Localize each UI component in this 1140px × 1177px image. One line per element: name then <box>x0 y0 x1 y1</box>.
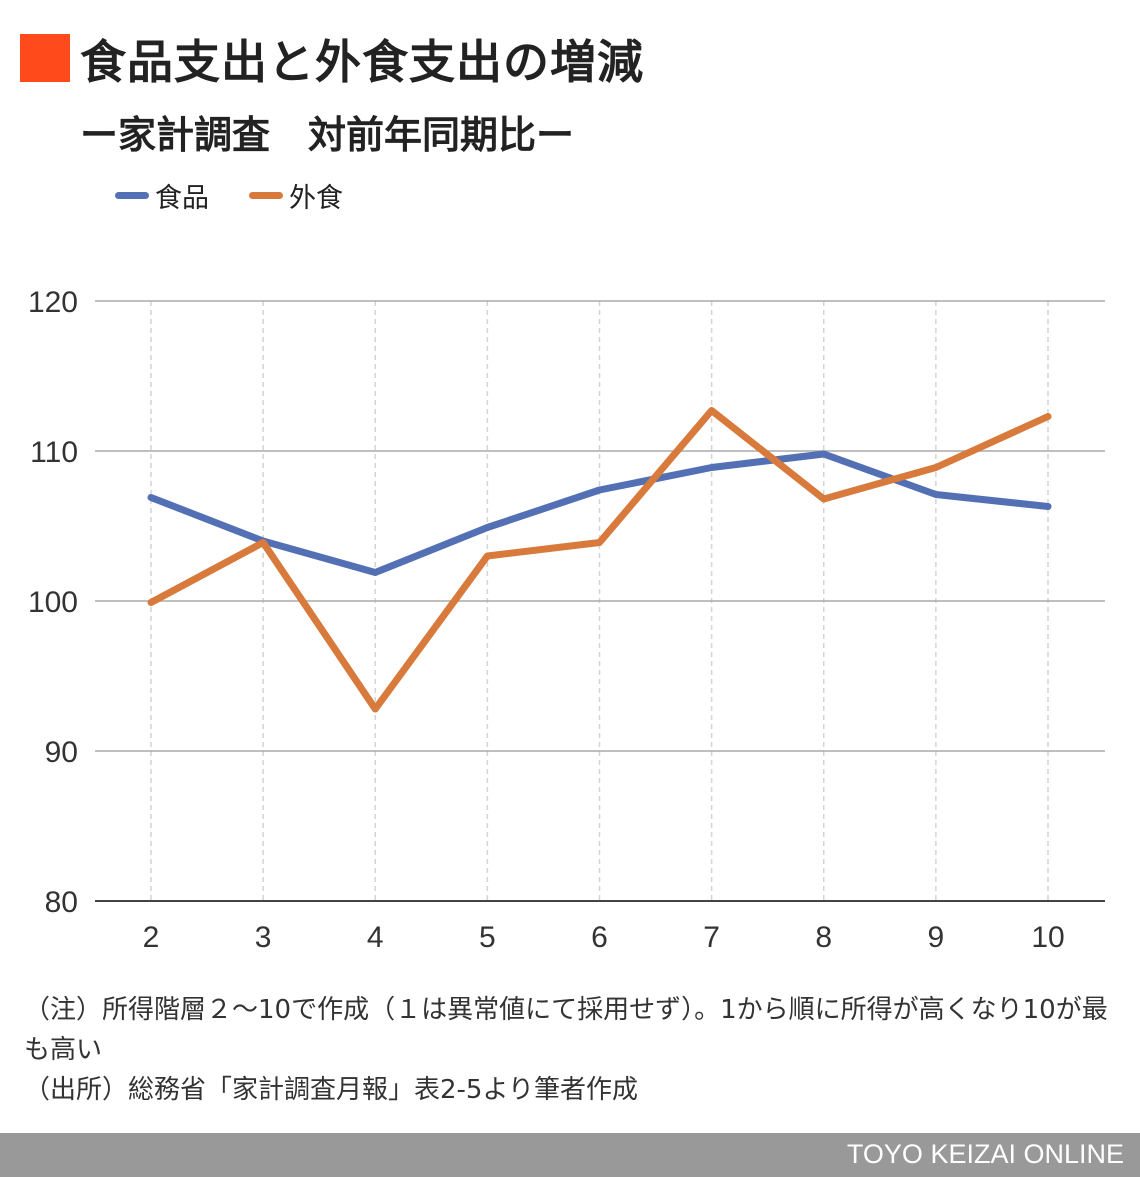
legend-label-food: 食品 <box>155 183 209 214</box>
notes: （注）所得階層２〜10で作成（１は異常値にて採用せず）。1から順に所得が高くなり… <box>24 990 1124 1110</box>
note-text: （注）所得階層２〜10で作成（１は異常値にて採用せず）。1から順に所得が高くなり… <box>24 995 1108 1065</box>
title-accent-square <box>20 34 70 82</box>
x-tick-label: 4 <box>367 921 384 954</box>
x-tick-label: 10 <box>1031 921 1064 954</box>
x-tick-label: 2 <box>143 921 160 954</box>
footer-bar: TOYO KEIZAI ONLINE <box>0 1133 1140 1177</box>
source-text: （出所）総務省「家計調査月報」表2-5より筆者作成 <box>24 1075 638 1105</box>
x-tick-label: 8 <box>815 921 832 954</box>
y-tick-label: 100 <box>28 586 78 619</box>
legend-swatch-food <box>115 192 149 199</box>
x-tick-label: 3 <box>255 921 272 954</box>
x-tick-label: 5 <box>479 921 496 954</box>
legend-item-food: 食品 <box>115 176 209 215</box>
legend-label-dining: 外食 <box>289 183 343 214</box>
x-tick-label: 6 <box>591 921 608 954</box>
y-tick-label: 90 <box>45 736 78 769</box>
y-tick-label: 120 <box>28 286 78 319</box>
x-tick-label: 7 <box>703 921 720 954</box>
chart-subtitle: ー家計調査 対前年同期比ー <box>80 113 575 157</box>
line-chart: 2 3 4 5 6 7 8 9 10 80 90 100 110 120 <box>28 286 1105 954</box>
chart-title: 食品支出と外食支出の増減 <box>80 35 644 89</box>
legend: 食品 外食 <box>115 176 343 215</box>
x-tick-label: 9 <box>928 921 945 954</box>
y-tick-label: 110 <box>30 436 78 469</box>
footer-brand: TOYO KEIZAI ONLINE <box>846 1139 1124 1169</box>
legend-item-dining: 外食 <box>249 176 343 215</box>
y-tick-label: 80 <box>45 886 78 919</box>
legend-swatch-dining <box>249 192 283 199</box>
